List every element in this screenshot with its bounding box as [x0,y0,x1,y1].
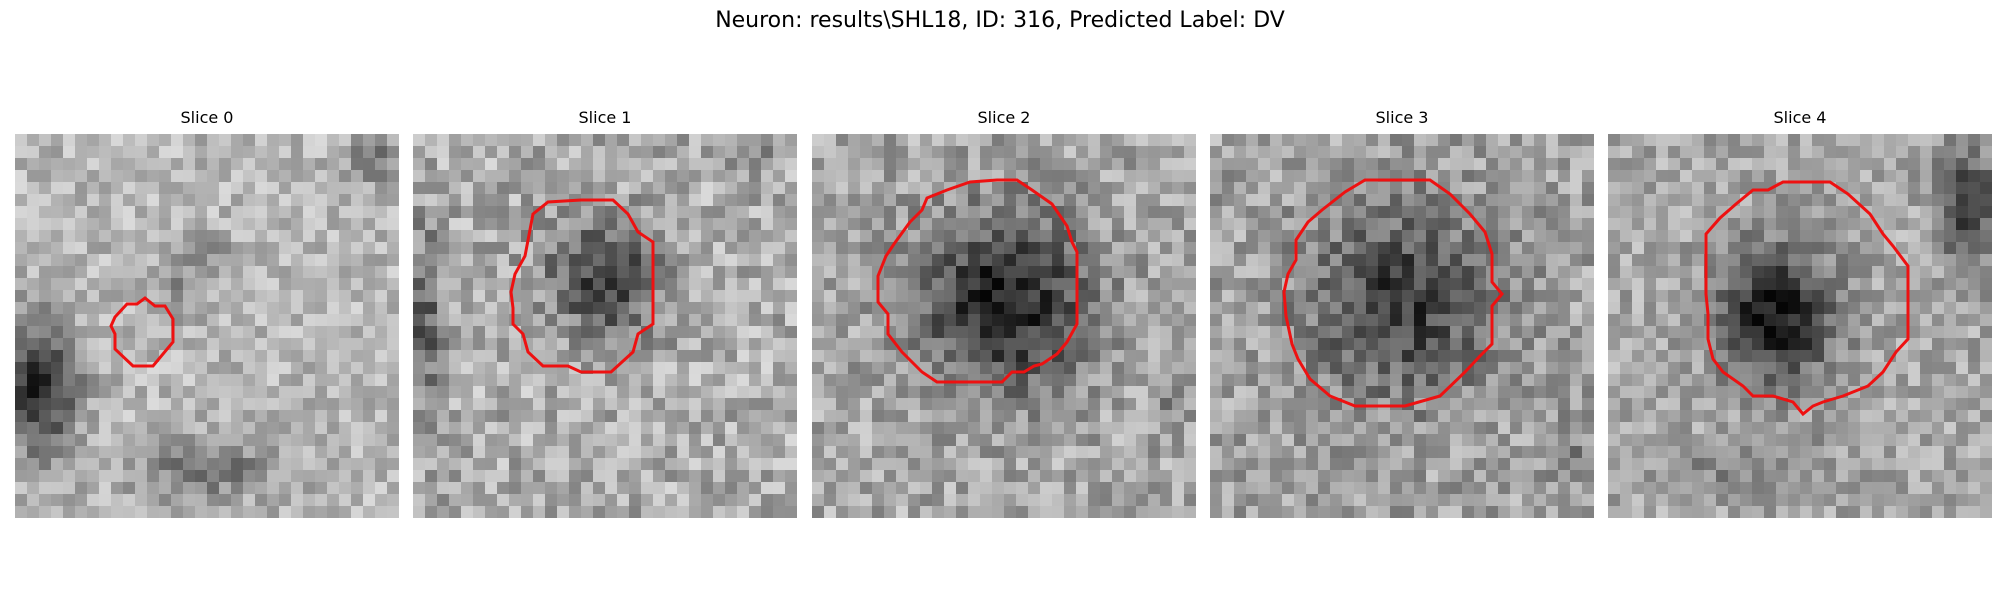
slice-image-pixels-4 [1608,134,1992,518]
slice-title-3: Slice 3 [1375,108,1429,127]
slice-image-0 [15,134,399,518]
slice-panel-4: Slice 4 [1608,108,1992,518]
roi-contour-1 [509,198,655,374]
roi-contour-0 [109,296,175,368]
slice-image-pixels-1 [413,134,797,518]
figure-title: Neuron: results\SHL18, ID: 316, Predicte… [715,8,1285,33]
slice-title-0: Slice 0 [180,108,234,127]
roi-contour-3 [1282,178,1504,408]
slice-image-pixels-3 [1210,134,1594,518]
slice-image-pixels-2 [812,134,1196,518]
slice-image-4 [1608,134,1992,518]
slice-title-1: Slice 1 [578,108,632,127]
slice-image-3 [1210,134,1594,518]
slice-image-pixels-0 [15,134,399,518]
roi-contour-4 [1704,180,1910,417]
slice-image-2 [812,134,1196,518]
roi-contour-2 [876,178,1079,384]
slice-title-4: Slice 4 [1773,108,1827,127]
slice-panel-2: Slice 2 [812,108,1196,518]
slice-panel-3: Slice 3 [1210,108,1594,518]
slice-panel-1: Slice 1 [413,108,797,518]
slice-title-2: Slice 2 [977,108,1031,127]
slice-panel-0: Slice 0 [15,108,399,518]
slice-image-1 [413,134,797,518]
